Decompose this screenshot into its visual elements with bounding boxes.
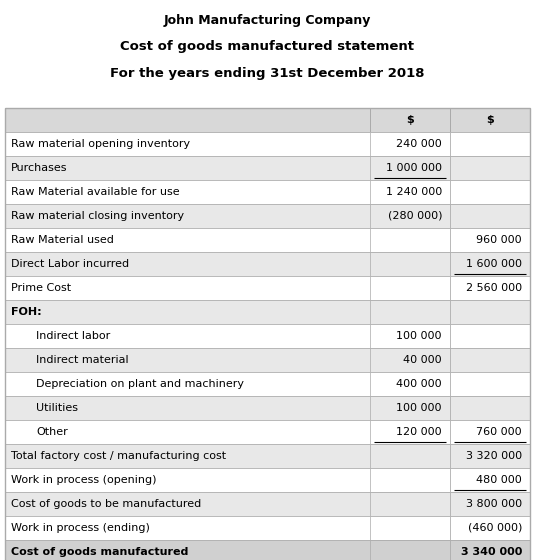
Text: $: $ xyxy=(406,115,414,125)
Bar xyxy=(5,492,530,516)
Text: $: $ xyxy=(486,115,494,125)
Text: Raw Material available for use: Raw Material available for use xyxy=(11,187,180,197)
Bar xyxy=(5,252,530,276)
Bar xyxy=(370,108,450,132)
Bar xyxy=(450,156,530,180)
Bar xyxy=(5,516,530,540)
Bar xyxy=(370,348,450,372)
Text: 760 000: 760 000 xyxy=(476,427,522,437)
Bar xyxy=(5,324,530,348)
Bar xyxy=(450,276,530,300)
Bar xyxy=(370,156,450,180)
Text: Cost of goods manufactured statement: Cost of goods manufactured statement xyxy=(120,40,415,53)
Bar xyxy=(370,228,450,252)
Bar xyxy=(370,324,450,348)
Text: (280 000): (280 000) xyxy=(387,211,442,221)
Bar xyxy=(450,204,530,228)
Bar xyxy=(5,276,530,300)
Bar xyxy=(450,132,530,156)
Bar xyxy=(450,516,530,540)
Bar xyxy=(5,180,530,204)
Text: Cost of goods manufactured: Cost of goods manufactured xyxy=(11,547,188,557)
Bar xyxy=(370,516,450,540)
Text: 3 800 000: 3 800 000 xyxy=(466,499,522,509)
Text: 1 000 000: 1 000 000 xyxy=(386,163,442,173)
Bar xyxy=(450,420,530,444)
Bar xyxy=(370,276,450,300)
Text: 1 600 000: 1 600 000 xyxy=(466,259,522,269)
Text: Direct Labor incurred: Direct Labor incurred xyxy=(11,259,129,269)
Bar xyxy=(370,420,450,444)
Bar xyxy=(450,300,530,324)
Bar xyxy=(450,540,530,560)
Bar xyxy=(5,300,530,324)
Text: Raw Material used: Raw Material used xyxy=(11,235,114,245)
Bar xyxy=(450,444,530,468)
Text: Raw material opening inventory: Raw material opening inventory xyxy=(11,139,190,149)
Bar xyxy=(370,492,450,516)
Bar xyxy=(450,324,530,348)
Text: Work in process (opening): Work in process (opening) xyxy=(11,475,157,485)
Bar xyxy=(370,372,450,396)
Text: Utilities: Utilities xyxy=(36,403,78,413)
Text: 120 000: 120 000 xyxy=(396,427,442,437)
Text: 2 560 000: 2 560 000 xyxy=(466,283,522,293)
Bar xyxy=(450,180,530,204)
Bar xyxy=(370,252,450,276)
Bar xyxy=(5,156,530,180)
Text: Purchases: Purchases xyxy=(11,163,67,173)
Text: 400 000: 400 000 xyxy=(396,379,442,389)
Bar xyxy=(5,444,530,468)
Text: 100 000: 100 000 xyxy=(396,403,442,413)
Text: Raw material closing inventory: Raw material closing inventory xyxy=(11,211,184,221)
Text: Work in process (ending): Work in process (ending) xyxy=(11,523,150,533)
Bar xyxy=(5,372,530,396)
Bar xyxy=(5,108,530,132)
Bar xyxy=(450,492,530,516)
Bar xyxy=(5,420,530,444)
Text: 100 000: 100 000 xyxy=(396,331,442,341)
Bar xyxy=(370,468,450,492)
Bar xyxy=(5,204,530,228)
Bar xyxy=(450,228,530,252)
Text: Indirect labor: Indirect labor xyxy=(36,331,110,341)
Text: 240 000: 240 000 xyxy=(396,139,442,149)
Bar xyxy=(450,108,530,132)
Text: Total factory cost / manufacturing cost: Total factory cost / manufacturing cost xyxy=(11,451,226,461)
Bar xyxy=(5,348,530,372)
Bar xyxy=(370,204,450,228)
Bar xyxy=(370,180,450,204)
Text: 1 240 000: 1 240 000 xyxy=(386,187,442,197)
Text: Prime Cost: Prime Cost xyxy=(11,283,71,293)
Bar xyxy=(370,132,450,156)
Text: 40 000: 40 000 xyxy=(403,355,442,365)
Text: FOH:: FOH: xyxy=(11,307,42,317)
Bar xyxy=(450,252,530,276)
Bar xyxy=(450,372,530,396)
Text: 480 000: 480 000 xyxy=(476,475,522,485)
Bar xyxy=(450,396,530,420)
Text: For the years ending 31st December 2018: For the years ending 31st December 2018 xyxy=(110,67,425,80)
Bar xyxy=(450,468,530,492)
Text: 3 320 000: 3 320 000 xyxy=(466,451,522,461)
Text: John Manufacturing Company: John Manufacturing Company xyxy=(164,14,371,27)
Bar xyxy=(370,540,450,560)
Text: (460 000): (460 000) xyxy=(468,523,522,533)
Bar xyxy=(5,396,530,420)
Text: Other: Other xyxy=(36,427,68,437)
Text: Cost of goods to be manufactured: Cost of goods to be manufactured xyxy=(11,499,201,509)
Text: 960 000: 960 000 xyxy=(476,235,522,245)
Bar xyxy=(370,444,450,468)
Bar xyxy=(450,348,530,372)
Text: Depreciation on plant and machinery: Depreciation on plant and machinery xyxy=(36,379,244,389)
Text: 3 340 000: 3 340 000 xyxy=(461,547,522,557)
Bar xyxy=(370,396,450,420)
Bar xyxy=(5,228,530,252)
Text: Indirect material: Indirect material xyxy=(36,355,128,365)
Bar xyxy=(5,108,530,560)
Bar xyxy=(5,132,530,156)
Bar xyxy=(370,300,450,324)
Bar xyxy=(5,540,530,560)
Bar xyxy=(5,468,530,492)
